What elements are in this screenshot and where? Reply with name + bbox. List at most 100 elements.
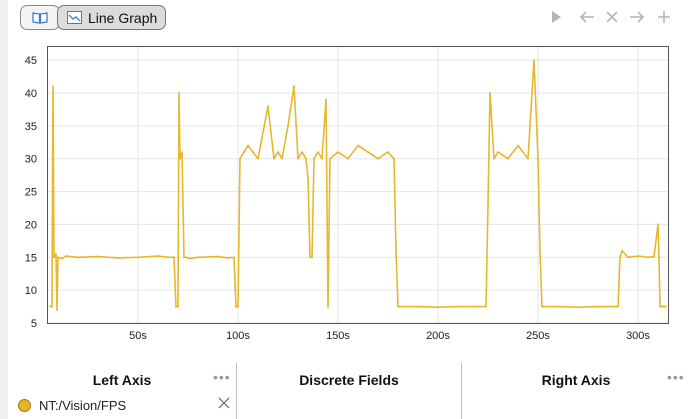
data-point	[197, 256, 199, 259]
data-point	[51, 305, 53, 308]
data-point	[377, 157, 379, 160]
data-point	[577, 306, 579, 309]
x-tick-label: 100s	[226, 330, 250, 342]
series-color-swatch[interactable]	[18, 399, 31, 412]
data-point	[237, 305, 239, 308]
data-point	[217, 255, 219, 258]
data-point	[277, 151, 279, 154]
y-tick-label: 40	[25, 88, 37, 100]
play-icon	[552, 11, 561, 23]
data-point	[541, 305, 543, 308]
data-point	[287, 124, 289, 127]
data-point	[653, 255, 655, 258]
data-point	[485, 305, 487, 308]
data-point	[178, 92, 180, 94]
data-point	[177, 305, 179, 308]
data-point	[437, 306, 439, 309]
line-graph-chart[interactable]: 5 10 15 20 25 30 35 40 45 50s 100s 150s 200s 250s 300s	[0, 0, 690, 350]
data-point	[395, 249, 397, 252]
data-point	[457, 305, 459, 308]
data-point	[327, 305, 329, 308]
tab-book[interactable]	[20, 5, 60, 30]
forward-arrow-icon	[630, 11, 645, 23]
y-tick-label: 15	[25, 252, 37, 264]
data-point	[97, 255, 99, 258]
data-point	[305, 157, 307, 160]
data-point	[627, 256, 629, 259]
left-axis-menu-icon[interactable]: •••	[213, 369, 231, 385]
data-point	[56, 308, 58, 311]
data-point	[347, 157, 349, 160]
y-tick-label: 10	[25, 285, 37, 297]
toolbar: Line Graph	[8, 0, 690, 36]
data-point	[647, 256, 649, 259]
data-point	[337, 151, 339, 154]
data-point	[181, 151, 183, 154]
data-point	[137, 256, 139, 259]
y-tick-label: 20	[25, 219, 37, 231]
add-icon	[658, 11, 670, 23]
close-icon	[606, 11, 618, 23]
remove-series-icon[interactable]	[216, 395, 232, 411]
data-point	[243, 151, 245, 154]
data-point	[273, 157, 275, 160]
data-point	[557, 305, 559, 308]
data-point	[659, 305, 661, 308]
tab-line-graph[interactable]: Line Graph	[57, 5, 166, 30]
add-button[interactable]	[653, 6, 675, 28]
play-button[interactable]	[545, 6, 567, 28]
data-point	[657, 223, 659, 226]
y-tick-label: 35	[25, 121, 37, 133]
left-axis-panel[interactable]: Left Axis ••• NT:/Vision/FPS	[8, 363, 236, 419]
data-point	[185, 256, 187, 259]
data-point	[307, 177, 309, 180]
data-point	[477, 305, 479, 308]
data-point	[313, 157, 315, 160]
discrete-fields-title: Discrete Fields	[299, 372, 399, 388]
data-point	[55, 253, 57, 255]
data-point	[325, 98, 327, 101]
data-point	[617, 305, 619, 308]
close-button[interactable]	[601, 6, 623, 28]
data-point	[607, 305, 609, 308]
discrete-fields-panel[interactable]: Discrete Fields	[237, 363, 461, 419]
data-point	[52, 85, 54, 88]
data-point	[173, 256, 175, 259]
back-arrow-icon	[579, 11, 594, 23]
data-point	[247, 144, 249, 147]
data-point	[57, 256, 59, 259]
data-point	[487, 203, 489, 206]
right-axis-panel[interactable]: Right Axis •••	[462, 363, 690, 419]
tab-line-graph-label: Line Graph	[88, 9, 158, 26]
data-point	[367, 151, 369, 154]
data-point	[489, 92, 491, 94]
data-point	[309, 256, 311, 259]
data-point	[311, 256, 313, 259]
data-point	[619, 256, 621, 259]
data-point	[233, 256, 235, 259]
data-point	[239, 157, 241, 160]
x-tick-label: 300s	[626, 330, 650, 342]
plot-frame	[47, 46, 669, 324]
data-point	[597, 305, 599, 308]
data-point	[179, 157, 181, 160]
data-point	[53, 256, 55, 259]
line-graph-icon	[67, 11, 82, 24]
y-tick-label: 5	[31, 318, 37, 330]
left-edge-strip	[0, 0, 8, 419]
data-point	[397, 305, 399, 308]
back-button[interactable]	[576, 6, 598, 28]
series-item[interactable]: NT:/Vision/FPS	[18, 398, 126, 413]
data-point	[189, 257, 191, 260]
forward-button[interactable]	[626, 6, 648, 28]
data-point	[61, 257, 63, 260]
y-tick-label: 45	[25, 55, 37, 67]
book-icon	[32, 12, 48, 24]
data-point	[267, 105, 269, 108]
data-point	[387, 151, 389, 154]
x-tick-label: 250s	[526, 330, 550, 342]
data-point	[497, 151, 499, 154]
right-axis-title: Right Axis	[541, 372, 611, 388]
data-point	[539, 249, 541, 252]
right-axis-menu-icon[interactable]: •••	[667, 369, 685, 385]
